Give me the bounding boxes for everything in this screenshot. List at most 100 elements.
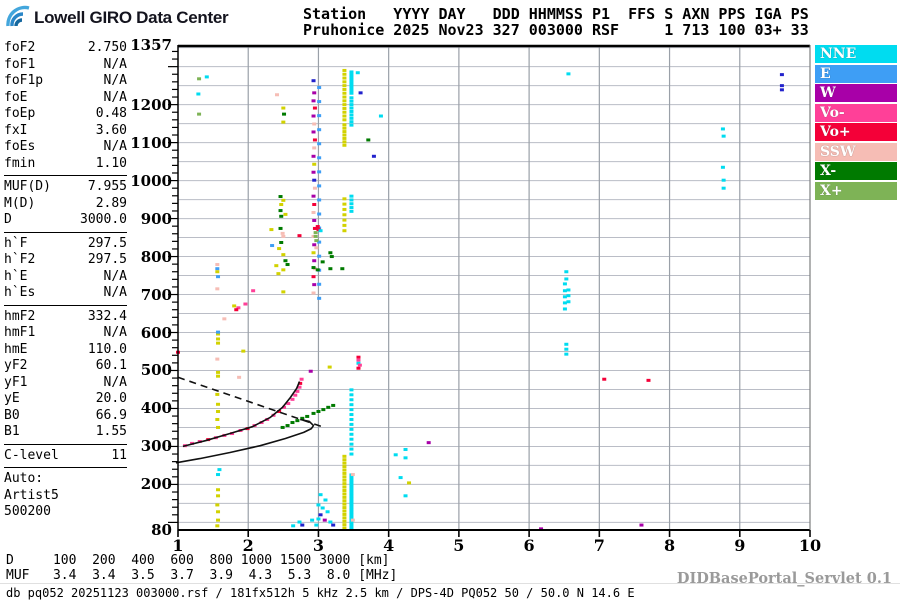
param-label: D	[4, 212, 12, 227]
param-row: D 3000.0	[4, 212, 127, 229]
param-row: fmin 1.10	[4, 156, 127, 173]
param-value: N/A	[103, 139, 127, 154]
param-value: 3000.0	[80, 212, 127, 227]
param-label: yF1	[4, 374, 28, 390]
param-label: B1	[4, 424, 20, 439]
param-label: hmE	[4, 341, 28, 357]
param-label: yE	[4, 391, 20, 406]
header-values: Pruhonice 2025 Nov23 327 003000 RSF 1 71…	[303, 21, 809, 39]
legend-item-nne: NNE	[815, 45, 897, 63]
param-row: B0 66.9	[4, 408, 127, 425]
y-tick-label: 800	[140, 247, 172, 266]
y-tick-label: 1200	[130, 95, 172, 114]
y-tick-label: 80	[151, 521, 172, 539]
param-label: M(D)	[4, 195, 36, 211]
param-value: 20.0	[95, 391, 127, 406]
y-tick-label: 1100	[130, 133, 172, 152]
param-value: 3.60	[95, 122, 127, 138]
param-label: B0	[4, 407, 20, 423]
x-tick-label: 1	[172, 536, 184, 555]
param-row: foF1p N/A	[4, 73, 127, 90]
panel-separator	[4, 175, 127, 176]
param-label: fmin	[4, 155, 36, 171]
param-row: hmF1 N/A	[4, 325, 127, 342]
param-value: 7.955	[87, 179, 127, 194]
measurement-header: Station YYYY DAY DDD HHMMSS P1 FFS S AXN…	[303, 6, 809, 38]
param-value: N/A	[103, 89, 127, 105]
legend-item-e: E	[815, 64, 897, 83]
param-row: yF2 60.1	[4, 358, 127, 375]
param-label: foE	[4, 89, 28, 105]
x-tick-label: 5	[453, 536, 465, 555]
param-row: M(D) 2.89	[4, 196, 127, 213]
param-row: foF1 N/A	[4, 57, 127, 74]
param-row: yF1 N/A	[4, 375, 127, 392]
echo-direction-legend: NNE E W Vo- Vo+ SSW X- X+	[815, 45, 897, 201]
x-tick-label: 8	[663, 536, 676, 555]
param-value: N/A	[103, 268, 127, 284]
param-row: fxI 3.60	[4, 123, 127, 140]
x-tick-label: 7	[593, 536, 605, 555]
giro-logo: Lowell GIRO Data Center	[6, 4, 229, 32]
param-value: 2.750	[87, 40, 127, 55]
param-row: foEp 0.48	[4, 106, 127, 123]
x-tick-label: 9	[734, 536, 746, 555]
ionogram-plot	[168, 44, 811, 537]
param-label: C-level	[4, 447, 59, 463]
y-tick-label: 300	[140, 437, 172, 456]
param-value: 1.10	[95, 155, 127, 171]
param-label: hmF2	[4, 308, 36, 324]
param-label: MUF(D)	[4, 179, 51, 194]
autoscaler-line: 500200	[4, 504, 51, 519]
param-value: 66.9	[95, 407, 127, 423]
y-tick-label: 500	[140, 361, 172, 380]
param-label: yF2	[4, 358, 28, 373]
param-row: yE 20.0	[4, 391, 127, 408]
panel-separator	[4, 467, 127, 468]
param-label: h`E	[4, 268, 28, 284]
param-value: 11	[111, 447, 127, 463]
param-value: 0.48	[95, 106, 127, 121]
muf-table: D 100 200 400 600 800 1000 1500 3000 [km…	[6, 553, 397, 583]
legend-item-w: W	[815, 84, 897, 102]
param-label: foF1	[4, 56, 36, 72]
param-label: foEs	[4, 139, 36, 154]
param-label: hmF1	[4, 325, 36, 340]
param-row: h`E N/A	[4, 269, 127, 286]
param-row: h`Es N/A	[4, 285, 127, 302]
param-value: 297.5	[87, 252, 127, 267]
autoscaler-line: Auto:	[4, 471, 44, 486]
giro-wave-icon	[6, 4, 32, 32]
param-label: h`Es	[4, 285, 36, 300]
legend-item-ssw: SSW	[815, 142, 897, 161]
muf-row: MUF 3.4 3.4 3.5 3.7 3.9 4.3 5.3 8.0 [MHz…	[6, 568, 398, 583]
logo-title: Lowell GIRO Data Center	[34, 8, 229, 27]
param-label: h`F2	[4, 252, 36, 267]
ionogram-canvas	[168, 44, 811, 537]
autoscaler-info: Auto: Artist5 500200	[4, 471, 127, 521]
param-value: 110.0	[87, 341, 127, 357]
header-columns: Station YYYY DAY DDD HHMMSS P1 FFS S AXN…	[303, 5, 809, 23]
autoscaler-line: Artist5	[4, 487, 59, 503]
param-value: 297.5	[87, 235, 127, 251]
y-tick-label: 200	[140, 475, 172, 494]
param-row: foF2 2.750	[4, 40, 127, 57]
param-value: 2.89	[95, 195, 127, 211]
param-row: foE N/A	[4, 90, 127, 107]
x-tick-label: 3	[312, 536, 324, 555]
param-value: 1.55	[95, 424, 127, 439]
param-value: N/A	[103, 285, 127, 300]
legend-item-vo: Vo-	[815, 103, 897, 122]
panel-separator	[4, 304, 127, 306]
param-row: C-level 11	[4, 448, 127, 465]
param-value: 60.1	[95, 358, 127, 373]
param-row: MUF(D) 7.955	[4, 179, 127, 196]
param-row: hmE 110.0	[4, 342, 127, 359]
legend-item-x: X-	[815, 162, 897, 180]
y-tick-label: 1000	[130, 171, 172, 190]
param-label: foEp	[4, 106, 36, 121]
y-tick-label: 400	[140, 399, 172, 418]
param-row: B1 1.55	[4, 424, 127, 441]
param-label: h`F	[4, 235, 28, 251]
